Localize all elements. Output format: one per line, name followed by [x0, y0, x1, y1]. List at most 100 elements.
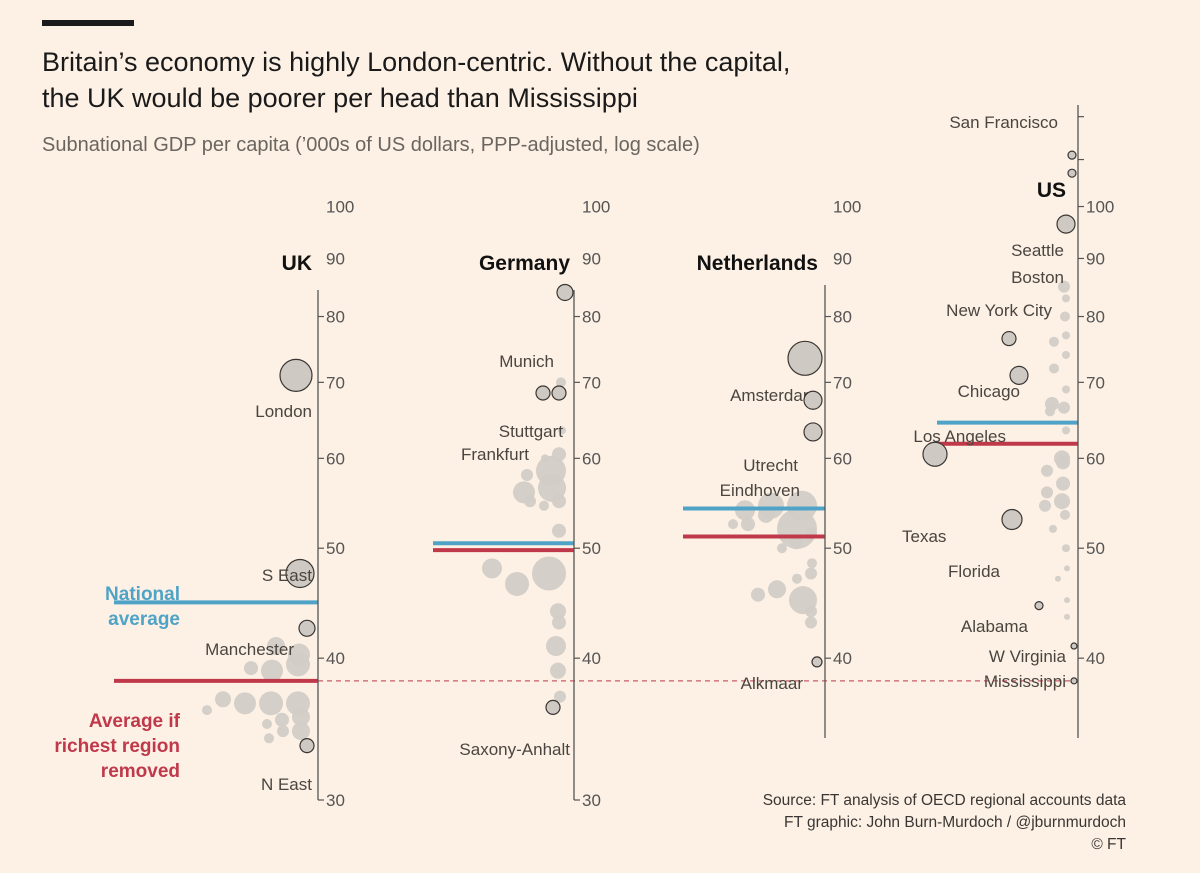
netherlands-region-dot [741, 517, 755, 532]
chart-subtitle: Subnational GDP per capita (’000s of US … [42, 134, 700, 156]
us-labeled-dot [922, 441, 948, 467]
uk-region-dot [261, 659, 283, 682]
us-region-label: Boston [1011, 268, 1064, 287]
netherlands-labeled-dot [811, 656, 823, 668]
uk-labeled-dot [299, 738, 315, 754]
uk-region-dot [244, 661, 258, 676]
uk-region-dot [262, 719, 272, 730]
us-region-dot [1054, 493, 1070, 510]
graphic-credit: FT graphic: John Burn-Murdoch / @jburnmu… [784, 814, 1126, 831]
germany-region-dot [521, 469, 533, 482]
copyright: © FT [1091, 836, 1126, 853]
legend-national-average: National average [105, 584, 180, 630]
germany-region-dot [558, 426, 566, 435]
germany-region-dot [539, 500, 549, 511]
uk-labeled-dot [285, 558, 315, 589]
legend-national-average-line: average [108, 609, 180, 630]
netherlands-region-dot [805, 567, 817, 580]
netherlands-region-dot [805, 616, 817, 629]
us-region-dot [1049, 363, 1059, 374]
us-tick-label: 50 [1086, 539, 1105, 558]
us-labeled-dot [1001, 508, 1023, 531]
uk-region-dot [275, 712, 289, 727]
uk-tick-label: 40 [326, 649, 345, 668]
legend-richest-removed-line: Average if [89, 711, 181, 732]
chart-title-line1: Britain’s economy is highly London-centr… [42, 47, 791, 77]
us-labeled-dot [1070, 642, 1078, 650]
netherlands-tick-label: 40 [833, 649, 852, 668]
uk-region-dot [288, 643, 310, 666]
legend-richest-removed-line: removed [101, 761, 180, 782]
uk-labeled-dot [279, 358, 313, 392]
us-labeled-dot [1067, 150, 1077, 160]
uk-region-dot [215, 691, 231, 708]
uk-region-label: London [255, 402, 312, 421]
netherlands-labeled-dot [803, 390, 823, 410]
us-region-dot [1058, 280, 1070, 293]
us-region-dot [1062, 350, 1070, 359]
germany-region-dot [532, 556, 566, 591]
us-region-dot [1049, 336, 1059, 347]
us-region-dot [1062, 294, 1070, 303]
uk-region-dot [277, 725, 289, 738]
netherlands-region-dot [728, 519, 738, 530]
us-region-dot [1039, 499, 1051, 512]
us-tick-label: 60 [1086, 449, 1105, 468]
us-labeled-dot [1001, 330, 1017, 347]
germany-region-dot [482, 558, 502, 579]
us-region-dot [1064, 597, 1070, 604]
netherlands-tick-label: 50 [833, 539, 852, 558]
us-region-label: W Virginia [989, 647, 1067, 666]
germany-region-dot [552, 494, 566, 509]
uk-region-dot [259, 691, 283, 716]
netherlands-region-label: Utrecht [743, 456, 798, 475]
us-labeled-dot [1070, 677, 1078, 685]
chart-title-line2: the UK would be poorer per head than Mis… [42, 83, 638, 113]
netherlands-labeled-dot [787, 340, 823, 376]
uk-tick-label: 80 [326, 308, 345, 327]
germany-region-dot [552, 615, 566, 630]
germany-tick-label: 100 [582, 198, 610, 217]
germany-tick-label: 80 [582, 308, 601, 327]
uk-tick-label: 30 [326, 791, 345, 810]
germany-tick-label: 40 [582, 649, 601, 668]
germany-region-label: Saxony-Anhalt [459, 740, 570, 759]
us-region-label: San Francisco [949, 113, 1058, 132]
legend-richest-removed: Average if richest region removed [54, 711, 180, 782]
netherlands-region-dot [787, 490, 817, 521]
us-labeled-dot [1056, 214, 1076, 234]
uk-region-label: Manchester [205, 640, 294, 659]
netherlands-region-dot [805, 605, 817, 618]
germany-tick-label: 70 [582, 373, 601, 392]
us-region-label: Alabama [961, 617, 1029, 636]
us-region-dot [1055, 575, 1061, 582]
uk-tick-label: 70 [326, 373, 345, 392]
netherlands-tick-label: 90 [833, 249, 852, 268]
uk-tick-label: 100 [326, 198, 354, 217]
germany-tick-label: 30 [582, 791, 601, 810]
us-region-label: Florida [948, 562, 1001, 581]
uk-tick-label: 50 [326, 539, 345, 558]
chart-title: Britain’s economy is highly London-centr… [42, 44, 982, 116]
netherlands-region-label: Alkmaar [741, 674, 804, 693]
source-line: Source: FT analysis of OECD regional acc… [762, 792, 1126, 809]
us-region-dot [1058, 401, 1070, 414]
germany-region-dot [550, 662, 566, 679]
germany-tick-label: 60 [582, 449, 601, 468]
us-region-dot [1041, 486, 1053, 499]
germany-region-label: Munich [499, 352, 554, 371]
netherlands-region-dot [758, 506, 774, 523]
uk-tick-label: 90 [326, 249, 345, 268]
uk-region-dot [292, 722, 310, 741]
germany-region-dot [524, 495, 536, 508]
uk-region-dot [292, 708, 310, 727]
us-region-label: New York City [946, 301, 1052, 320]
us-tick-label: 70 [1086, 373, 1105, 392]
ft-header-bar [42, 20, 134, 26]
us-region-dot [1062, 426, 1070, 435]
germany-tick-label: 90 [582, 249, 601, 268]
netherlands-region-dot [790, 537, 802, 550]
us-region-dot [1062, 544, 1070, 553]
uk-region-label: S East [262, 566, 312, 585]
us-tick-label: 100 [1086, 198, 1114, 217]
